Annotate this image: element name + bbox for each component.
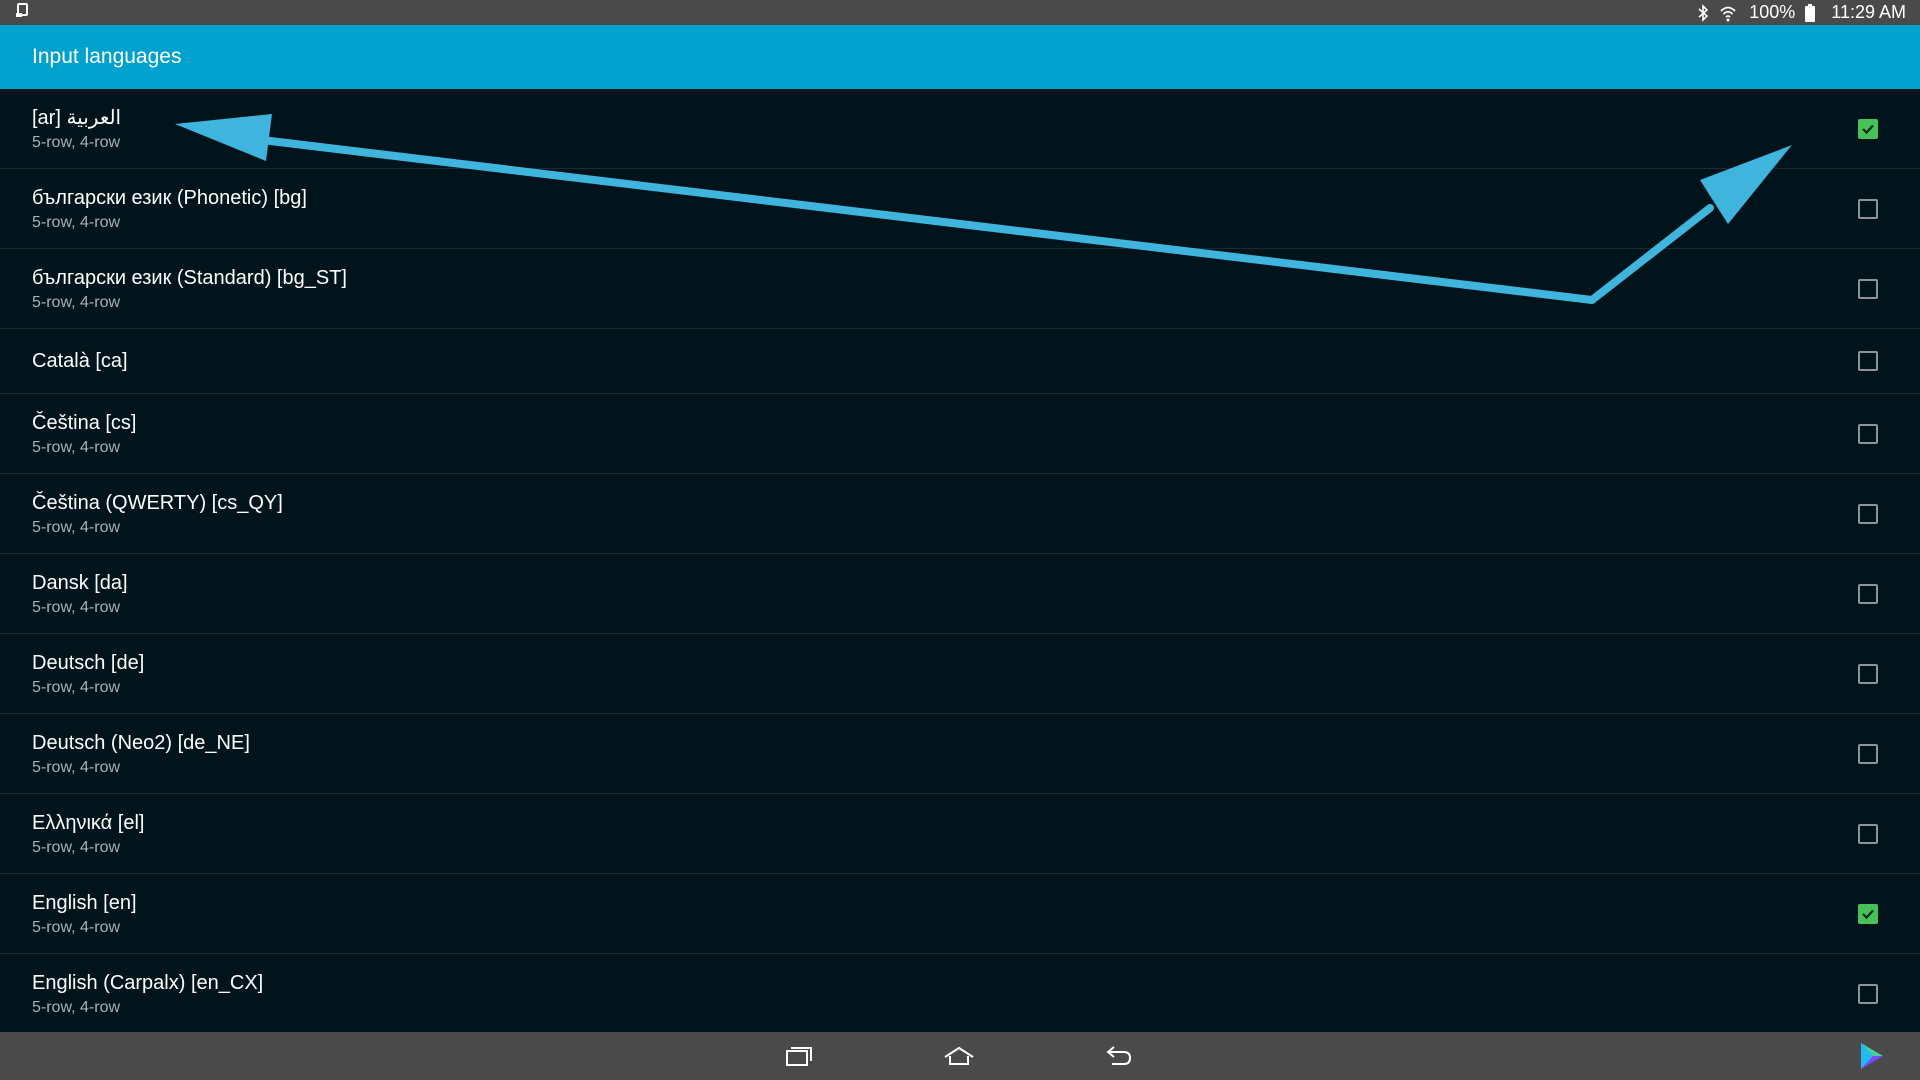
language-row-cs[interactable]: Čeština [cs] 5-row, 4-row <box>0 394 1920 474</box>
language-row-ca[interactable]: Català [ca] <box>0 329 1920 394</box>
language-title: Ελληνικά [el] <box>32 811 145 834</box>
app-bar: Input languages <box>0 25 1920 89</box>
language-title: Deutsch [de] <box>32 651 145 674</box>
language-row-el[interactable]: Ελληνικά [el] 5-row, 4-row <box>0 794 1920 874</box>
back-button[interactable] <box>1099 1040 1139 1072</box>
language-checkbox[interactable] <box>1858 663 1878 684</box>
language-checkbox[interactable] <box>1858 983 1878 1004</box>
language-row-bg-st[interactable]: български език (Standard) [bg_ST] 5-row,… <box>0 249 1920 329</box>
language-row-en-cx[interactable]: English (Carpalx) [en_CX] 5-row, 4-row <box>0 954 1920 1032</box>
language-checkbox[interactable] <box>1858 823 1878 844</box>
language-title: [ar] العربية <box>32 106 122 129</box>
language-title: Dansk [da] <box>32 571 128 594</box>
home-icon <box>944 1046 974 1065</box>
play-store-icon <box>1861 1043 1883 1069</box>
language-row-de[interactable]: Deutsch [de] 5-row, 4-row <box>0 634 1920 714</box>
language-title: Català [ca] <box>32 350 128 372</box>
back-icon <box>1106 1046 1132 1065</box>
language-subtitle: 5-row, 4-row <box>32 438 121 456</box>
language-title: Čeština (QWERTY) [cs_QY] <box>32 491 283 514</box>
bluetooth-icon <box>1697 3 1709 22</box>
language-checkbox[interactable] <box>1858 351 1878 371</box>
language-subtitle: 5-row, 4-row <box>32 838 121 856</box>
status-bar: 100% 11:29 AM <box>0 0 1920 25</box>
language-row-cs-qy[interactable]: Čeština (QWERTY) [cs_QY] 5-row, 4-row <box>0 474 1920 554</box>
home-button[interactable] <box>939 1040 979 1072</box>
language-checkbox[interactable] <box>1858 423 1878 444</box>
language-subtitle: 5-row, 4-row <box>32 518 121 536</box>
language-checkbox[interactable] <box>1858 198 1878 219</box>
language-title: English (Carpalx) [en_CX] <box>32 971 264 994</box>
language-row-ar[interactable]: [ar] العربية 5-row, 4-row <box>0 89 1920 169</box>
page-title: Input languages <box>32 45 182 68</box>
check-icon <box>1862 124 1874 134</box>
language-subtitle: 5-row, 4-row <box>32 598 121 616</box>
wifi-icon <box>1719 4 1737 22</box>
battery-percent: 100% <box>1749 2 1796 22</box>
language-checkbox[interactable] <box>1858 118 1878 139</box>
language-row-da[interactable]: Dansk [da] 5-row, 4-row <box>0 554 1920 634</box>
language-title: Deutsch (Neo2) [de_NE] <box>32 731 250 754</box>
language-row-de-ne[interactable]: Deutsch (Neo2) [de_NE] 5-row, 4-row <box>0 714 1920 794</box>
language-subtitle: 5-row, 4-row <box>32 133 121 151</box>
language-subtitle: 5-row, 4-row <box>32 293 121 311</box>
language-subtitle: 5-row, 4-row <box>32 998 121 1016</box>
navigation-bar <box>0 1032 1920 1080</box>
clock: 11:29 AM <box>1831 2 1906 22</box>
notification-icon <box>16 2 30 23</box>
language-checkbox[interactable] <box>1858 583 1878 604</box>
language-subtitle: 5-row, 4-row <box>32 213 121 231</box>
language-title: English [en] <box>32 891 137 914</box>
language-subtitle: 5-row, 4-row <box>32 678 121 696</box>
language-checkbox[interactable] <box>1858 278 1878 299</box>
language-checkbox[interactable] <box>1858 743 1878 764</box>
language-row-en[interactable]: English [en] 5-row, 4-row <box>0 874 1920 954</box>
language-subtitle: 5-row, 4-row <box>32 918 121 936</box>
language-row-bg[interactable]: български език (Phonetic) [bg] 5-row, 4-… <box>0 169 1920 249</box>
check-icon <box>1862 909 1874 919</box>
recent-apps-button[interactable] <box>779 1040 819 1072</box>
language-checkbox[interactable] <box>1858 903 1878 924</box>
language-list[interactable]: [ar] العربية 5-row, 4-row български език… <box>0 89 1920 1032</box>
language-subtitle: 5-row, 4-row <box>32 758 121 776</box>
language-checkbox[interactable] <box>1858 503 1878 524</box>
battery-icon <box>1805 3 1816 22</box>
play-store-button[interactable] <box>1852 1040 1892 1072</box>
language-title: български език (Phonetic) [bg] <box>32 186 307 209</box>
recent-apps-icon <box>786 1047 812 1066</box>
language-title: български език (Standard) [bg_ST] <box>32 266 347 289</box>
language-title: Čeština [cs] <box>32 411 137 434</box>
